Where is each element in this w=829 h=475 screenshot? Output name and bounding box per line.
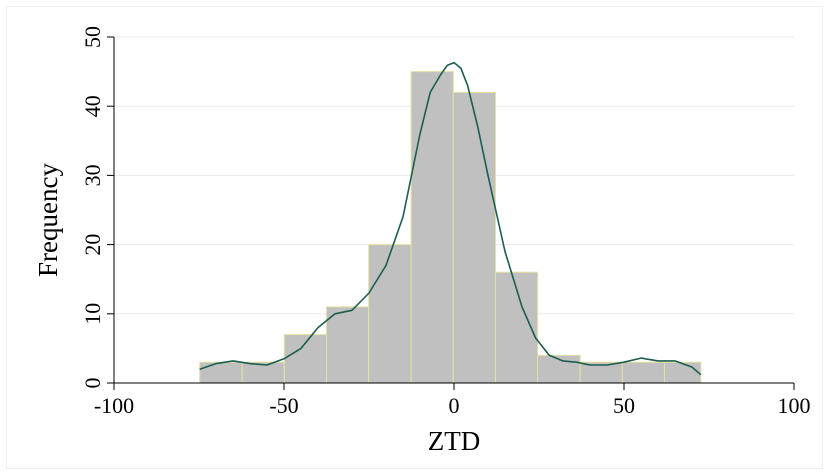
- y-tick-label: 40: [80, 95, 105, 117]
- x-tick-label: -100: [94, 393, 134, 418]
- histogram-bar: [368, 244, 412, 384]
- y-axis-title: Frequency: [33, 163, 63, 277]
- histogram-bar: [199, 361, 243, 384]
- x-tick-label: 100: [778, 393, 811, 418]
- x-tick-label: 0: [449, 393, 460, 418]
- histogram-bar: [452, 91, 496, 384]
- x-axis-title: ZTD: [428, 426, 480, 456]
- y-tick-label: 30: [80, 164, 105, 186]
- x-tick-label: -50: [269, 393, 298, 418]
- y-tick-label: 50: [80, 26, 105, 48]
- histogram-bar: [663, 361, 702, 384]
- histogram-chart: -100 -50 0 50 100 0 10 20 30 40 50 ZTD Frequency: [33, 26, 811, 456]
- density-curve-layer: [199, 61, 702, 376]
- y-tick-label: 10: [80, 303, 105, 325]
- chart-figure: -100 -50 0 50 100 0 10 20 30 40 50 ZTD Frequency: [6, 6, 823, 469]
- kernel-density-curve: [199, 61, 702, 376]
- histogram-bar: [410, 71, 454, 384]
- histogram-bar: [621, 361, 665, 384]
- y-tick-label: 0: [80, 378, 105, 389]
- x-tick-label: 50: [613, 393, 635, 418]
- axes: -100 -50 0 50 100 0 10 20 30 40 50: [80, 26, 811, 418]
- y-tick-label: 20: [80, 234, 105, 256]
- histogram-bars: [199, 71, 702, 384]
- histogram-bar: [326, 306, 370, 384]
